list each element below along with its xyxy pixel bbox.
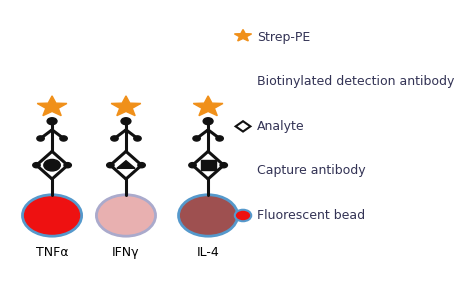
Text: Capture antibody: Capture antibody: [257, 164, 366, 178]
Text: TNFα: TNFα: [36, 246, 68, 259]
Circle shape: [220, 163, 228, 168]
Circle shape: [216, 136, 223, 141]
Text: Strep-PE: Strep-PE: [257, 31, 310, 44]
Text: Fluorescent bead: Fluorescent bead: [257, 209, 365, 222]
Polygon shape: [193, 96, 223, 116]
Circle shape: [179, 195, 237, 236]
Text: Analyte: Analyte: [257, 120, 305, 133]
Circle shape: [121, 118, 131, 125]
Circle shape: [189, 163, 196, 168]
Text: IFNγ: IFNγ: [112, 246, 140, 259]
Circle shape: [37, 136, 44, 141]
Text: Biotinylated detection antibody: Biotinylated detection antibody: [257, 75, 455, 88]
Text: IL-4: IL-4: [197, 246, 219, 259]
Circle shape: [138, 163, 145, 168]
Circle shape: [203, 118, 213, 125]
Polygon shape: [235, 30, 252, 41]
Circle shape: [64, 163, 72, 168]
Circle shape: [107, 163, 114, 168]
Circle shape: [111, 136, 118, 141]
Circle shape: [22, 195, 82, 236]
Polygon shape: [37, 96, 67, 116]
Polygon shape: [117, 161, 135, 168]
Polygon shape: [111, 96, 141, 116]
Circle shape: [134, 136, 141, 141]
Bar: [201, 160, 216, 170]
Circle shape: [96, 195, 155, 236]
Circle shape: [33, 163, 40, 168]
Circle shape: [193, 136, 201, 141]
Circle shape: [47, 118, 57, 125]
Circle shape: [235, 210, 251, 221]
Circle shape: [60, 136, 67, 141]
Circle shape: [44, 159, 60, 171]
